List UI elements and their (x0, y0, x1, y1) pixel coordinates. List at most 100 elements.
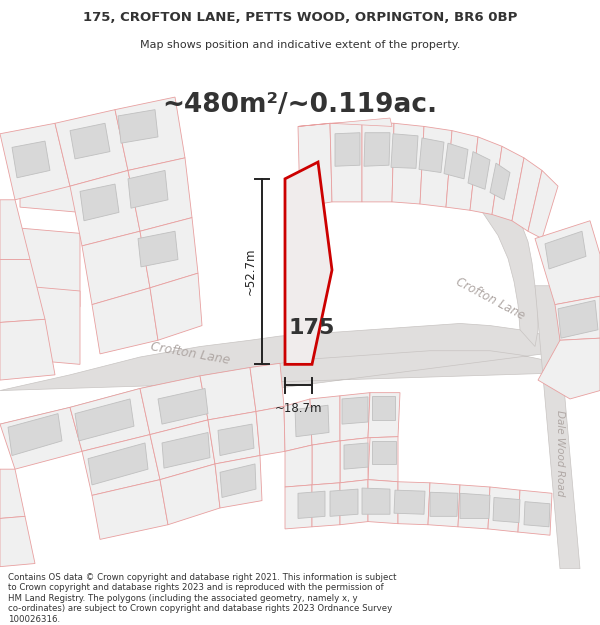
Text: co-ordinates) are subject to Crown copyright and database rights 2023 Ordnance S: co-ordinates) are subject to Crown copyr… (8, 604, 392, 613)
Text: to Crown copyright and database rights 2023 and is reproduced with the permissio: to Crown copyright and database rights 2… (8, 583, 383, 592)
Polygon shape (55, 109, 128, 186)
Polygon shape (128, 171, 168, 208)
Polygon shape (372, 396, 395, 420)
Polygon shape (342, 397, 368, 424)
Polygon shape (490, 163, 510, 200)
Polygon shape (488, 487, 520, 532)
Text: Map shows position and indicative extent of the property.: Map shows position and indicative extent… (140, 41, 460, 51)
Text: Crofton Lane: Crofton Lane (149, 341, 231, 367)
Polygon shape (340, 438, 368, 483)
Polygon shape (215, 456, 262, 508)
Polygon shape (140, 217, 198, 288)
Text: ~18.7m: ~18.7m (275, 402, 322, 415)
Polygon shape (0, 324, 600, 424)
Polygon shape (528, 171, 558, 239)
Polygon shape (82, 231, 150, 304)
Polygon shape (545, 231, 586, 269)
Polygon shape (0, 516, 35, 567)
Polygon shape (535, 221, 600, 304)
Polygon shape (444, 143, 468, 179)
Polygon shape (115, 97, 185, 171)
Polygon shape (330, 489, 358, 516)
Polygon shape (140, 376, 208, 434)
Polygon shape (492, 146, 524, 221)
Polygon shape (80, 184, 119, 221)
Polygon shape (524, 502, 550, 527)
Polygon shape (82, 434, 160, 496)
Polygon shape (8, 414, 62, 456)
Polygon shape (128, 158, 192, 231)
Polygon shape (0, 319, 55, 380)
Polygon shape (298, 118, 392, 126)
Polygon shape (398, 482, 430, 525)
Polygon shape (394, 490, 425, 514)
Polygon shape (118, 109, 158, 143)
Polygon shape (298, 123, 332, 207)
Polygon shape (200, 368, 256, 420)
Polygon shape (70, 123, 110, 159)
Polygon shape (555, 296, 600, 340)
Polygon shape (368, 479, 398, 524)
Polygon shape (428, 482, 460, 527)
Polygon shape (0, 259, 45, 322)
Polygon shape (92, 479, 168, 539)
Polygon shape (364, 132, 390, 166)
Polygon shape (310, 396, 340, 445)
Polygon shape (419, 138, 444, 172)
Polygon shape (0, 200, 30, 259)
Polygon shape (493, 498, 520, 522)
Polygon shape (298, 491, 325, 518)
Polygon shape (518, 490, 552, 535)
Polygon shape (558, 301, 598, 338)
Polygon shape (340, 392, 370, 441)
Polygon shape (362, 488, 390, 514)
Polygon shape (162, 432, 210, 468)
Polygon shape (512, 158, 542, 231)
Polygon shape (538, 338, 600, 399)
Polygon shape (158, 389, 208, 424)
Polygon shape (218, 424, 254, 456)
Polygon shape (335, 132, 360, 166)
Polygon shape (460, 493, 490, 518)
Polygon shape (160, 464, 220, 525)
Polygon shape (372, 441, 396, 464)
Text: ~480m²/~0.119ac.: ~480m²/~0.119ac. (163, 92, 437, 119)
Text: Dale Wood Road: Dale Wood Road (555, 410, 565, 497)
Text: 175, CROFTON LANE, PETTS WOOD, ORPINGTON, BR6 0BP: 175, CROFTON LANE, PETTS WOOD, ORPINGTON… (83, 11, 517, 24)
Polygon shape (88, 443, 148, 485)
Polygon shape (138, 231, 178, 267)
Polygon shape (150, 420, 215, 479)
Polygon shape (256, 406, 285, 456)
Polygon shape (312, 482, 340, 527)
Polygon shape (285, 162, 332, 364)
Text: HM Land Registry. The polygons (including the associated geometry, namely x, y: HM Land Registry. The polygons (includin… (8, 594, 358, 603)
Polygon shape (70, 389, 150, 451)
Polygon shape (344, 443, 368, 469)
Polygon shape (285, 485, 312, 529)
Polygon shape (391, 134, 418, 168)
Polygon shape (458, 485, 490, 529)
Polygon shape (446, 131, 478, 210)
Polygon shape (208, 411, 260, 464)
Polygon shape (420, 126, 452, 207)
Polygon shape (284, 399, 312, 451)
Polygon shape (285, 445, 312, 487)
Polygon shape (20, 134, 80, 212)
Text: Contains OS data © Crown copyright and database right 2021. This information is : Contains OS data © Crown copyright and d… (8, 572, 397, 582)
Text: ~52.7m: ~52.7m (244, 248, 257, 296)
Polygon shape (392, 123, 424, 204)
Polygon shape (70, 171, 140, 246)
Polygon shape (0, 123, 70, 200)
Polygon shape (312, 441, 340, 485)
Text: 175: 175 (289, 318, 335, 338)
Polygon shape (470, 137, 502, 214)
Polygon shape (380, 123, 538, 346)
Polygon shape (295, 405, 329, 437)
Text: 100026316.: 100026316. (8, 615, 60, 624)
Polygon shape (430, 492, 458, 516)
Polygon shape (0, 469, 25, 518)
Polygon shape (20, 286, 80, 364)
Polygon shape (362, 122, 394, 202)
Polygon shape (20, 228, 80, 307)
Polygon shape (368, 437, 398, 482)
